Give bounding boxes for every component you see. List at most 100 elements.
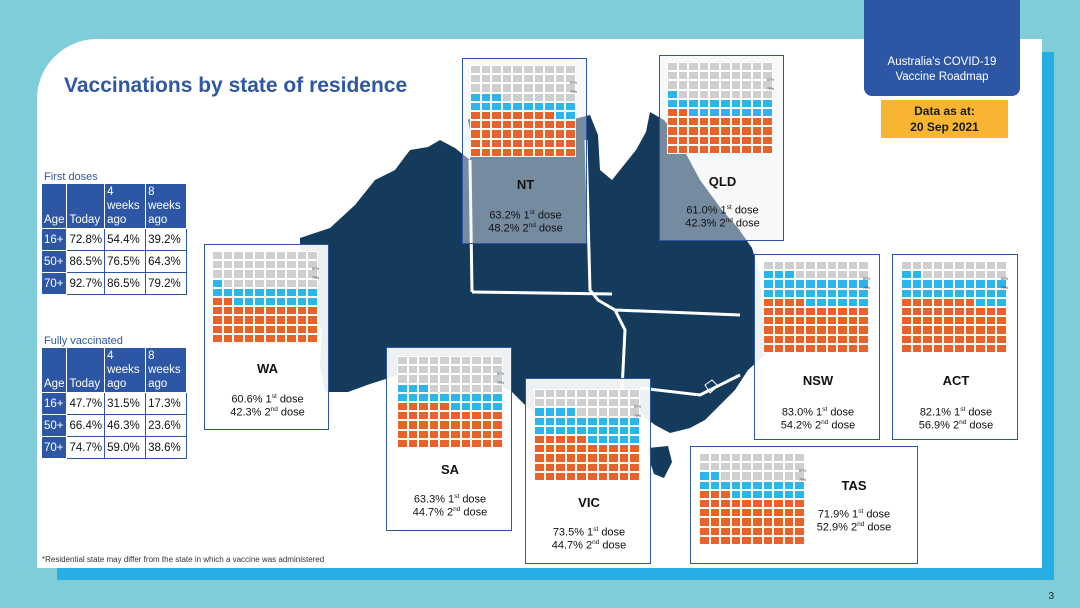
waffle-cell <box>773 297 785 307</box>
waffle-cell <box>286 296 297 307</box>
waffle-cell <box>837 343 848 353</box>
waffle-cell <box>608 462 619 472</box>
waffle-cell <box>964 325 976 335</box>
waffle-cell <box>212 278 223 288</box>
waffle-cell <box>264 278 276 288</box>
waffle-cell <box>407 383 419 393</box>
waffle-cell <box>618 471 630 481</box>
waffle-cell <box>534 425 545 435</box>
waffle-cell <box>922 270 933 280</box>
waffle-cell <box>773 508 784 518</box>
waffle-cell <box>470 147 481 157</box>
waffle-cell <box>762 498 774 509</box>
waffle-cell <box>911 316 923 326</box>
waffle-cell <box>975 297 986 307</box>
waffle-cell <box>544 110 555 121</box>
waffle-cell <box>544 138 555 148</box>
waffle-cell <box>667 117 678 127</box>
value-cell: 86.5% <box>66 250 106 273</box>
waffle-cell <box>751 144 763 154</box>
table-row: 70+ 92.7% 86.5% 79.2% <box>40 272 188 295</box>
waffle-cell <box>773 288 785 298</box>
state-name: NSW <box>802 373 834 388</box>
data-as-at-date: 20 Sep 2021 <box>910 120 979 134</box>
waffle-cell <box>629 389 640 399</box>
waffle-cell <box>837 288 848 298</box>
waffle-cell <box>233 306 244 316</box>
waffle-cell <box>481 420 493 430</box>
waffle-cell <box>773 279 785 289</box>
waffle-cell <box>794 453 805 463</box>
waffle-cell <box>763 334 774 344</box>
waffle-cell <box>688 135 699 145</box>
waffle-cell <box>233 296 244 307</box>
waffle-cell <box>275 306 287 316</box>
waffle-cell <box>805 261 816 271</box>
value-cell: 74.7% <box>66 436 106 459</box>
waffle-cell <box>597 389 609 399</box>
waffle-cell <box>901 334 912 344</box>
waffle-cell <box>698 71 710 81</box>
header-8-weeks: 8 weeks ago <box>145 347 188 393</box>
waffle-cell <box>512 74 523 84</box>
waffle-cell <box>826 297 838 307</box>
waffle-cell <box>762 80 773 90</box>
waffle-cell <box>730 453 742 463</box>
waffle-cell <box>688 62 699 72</box>
waffle-cell <box>741 462 752 472</box>
second-dose-word: dose <box>735 217 760 230</box>
waffle-cell <box>719 71 731 81</box>
waffle-cell <box>911 334 923 344</box>
waffle-cell <box>492 383 503 393</box>
waffle-label-70: 70% <box>799 478 807 482</box>
waffle-chart: 80% 70% <box>212 251 319 343</box>
waffle-cell <box>555 389 566 399</box>
first-dose-word: dose <box>734 204 759 217</box>
waffle-cell <box>699 508 710 518</box>
first-dose-text: 83.0% 1st dose <box>755 403 881 420</box>
waffle-cell <box>608 416 619 426</box>
waffle-cell <box>996 316 1007 326</box>
waffle-cell <box>709 517 721 527</box>
waffle-cell <box>688 126 699 136</box>
waffle-cell <box>534 471 545 481</box>
waffle-cell <box>264 324 276 334</box>
waffle-cell <box>212 306 223 316</box>
waffle-cell <box>794 270 806 280</box>
value-cell: 66.4% <box>66 414 106 437</box>
waffle-cell <box>815 297 827 307</box>
waffle-cell <box>943 334 954 344</box>
waffle-cell <box>491 65 502 75</box>
waffle-cell <box>586 425 598 435</box>
waffle-cell <box>709 144 720 154</box>
waffle-cell <box>975 325 986 335</box>
waffle-cell <box>943 270 954 280</box>
waffle-cell <box>470 129 481 139</box>
waffle-cell <box>815 270 827 280</box>
state-name: VIC <box>578 495 600 510</box>
waffle-cell <box>233 315 244 325</box>
waffle-cell <box>901 297 912 307</box>
waffle-cell <box>943 288 954 298</box>
waffle-cell <box>784 288 795 298</box>
second-dose-value: 54.2% 2 <box>780 419 822 432</box>
waffle-cell <box>428 392 440 402</box>
waffle-cell <box>911 288 923 298</box>
waffle-cell <box>751 526 763 536</box>
waffle-cell <box>953 297 965 307</box>
state-box-nt: 80% 70% NT 63.2% 1st dose 48.2% 2nd dose <box>462 58 587 244</box>
waffle-cell <box>618 444 630 454</box>
waffle-cell <box>275 278 287 288</box>
waffle-cell <box>741 526 752 536</box>
waffle-cell <box>709 98 720 108</box>
waffle-cell <box>762 462 774 472</box>
waffle-cell <box>397 420 408 430</box>
waffle-cell <box>953 334 965 344</box>
second-dose-text: 56.9% 2nd dose <box>893 416 1019 433</box>
waffle-cell <box>901 343 912 353</box>
state-borders <box>468 139 741 397</box>
waffle-cell <box>932 297 944 307</box>
waffle-cell <box>449 383 461 393</box>
waffle-cell <box>544 129 555 139</box>
waffle-cell <box>471 374 482 384</box>
